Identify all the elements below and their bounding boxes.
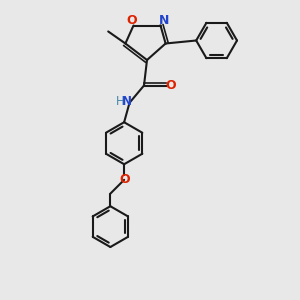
Text: H: H	[116, 95, 124, 108]
Text: N: N	[159, 14, 169, 27]
Text: O: O	[119, 173, 130, 186]
Text: O: O	[127, 14, 137, 27]
Text: N: N	[122, 95, 132, 108]
Text: O: O	[166, 79, 176, 92]
